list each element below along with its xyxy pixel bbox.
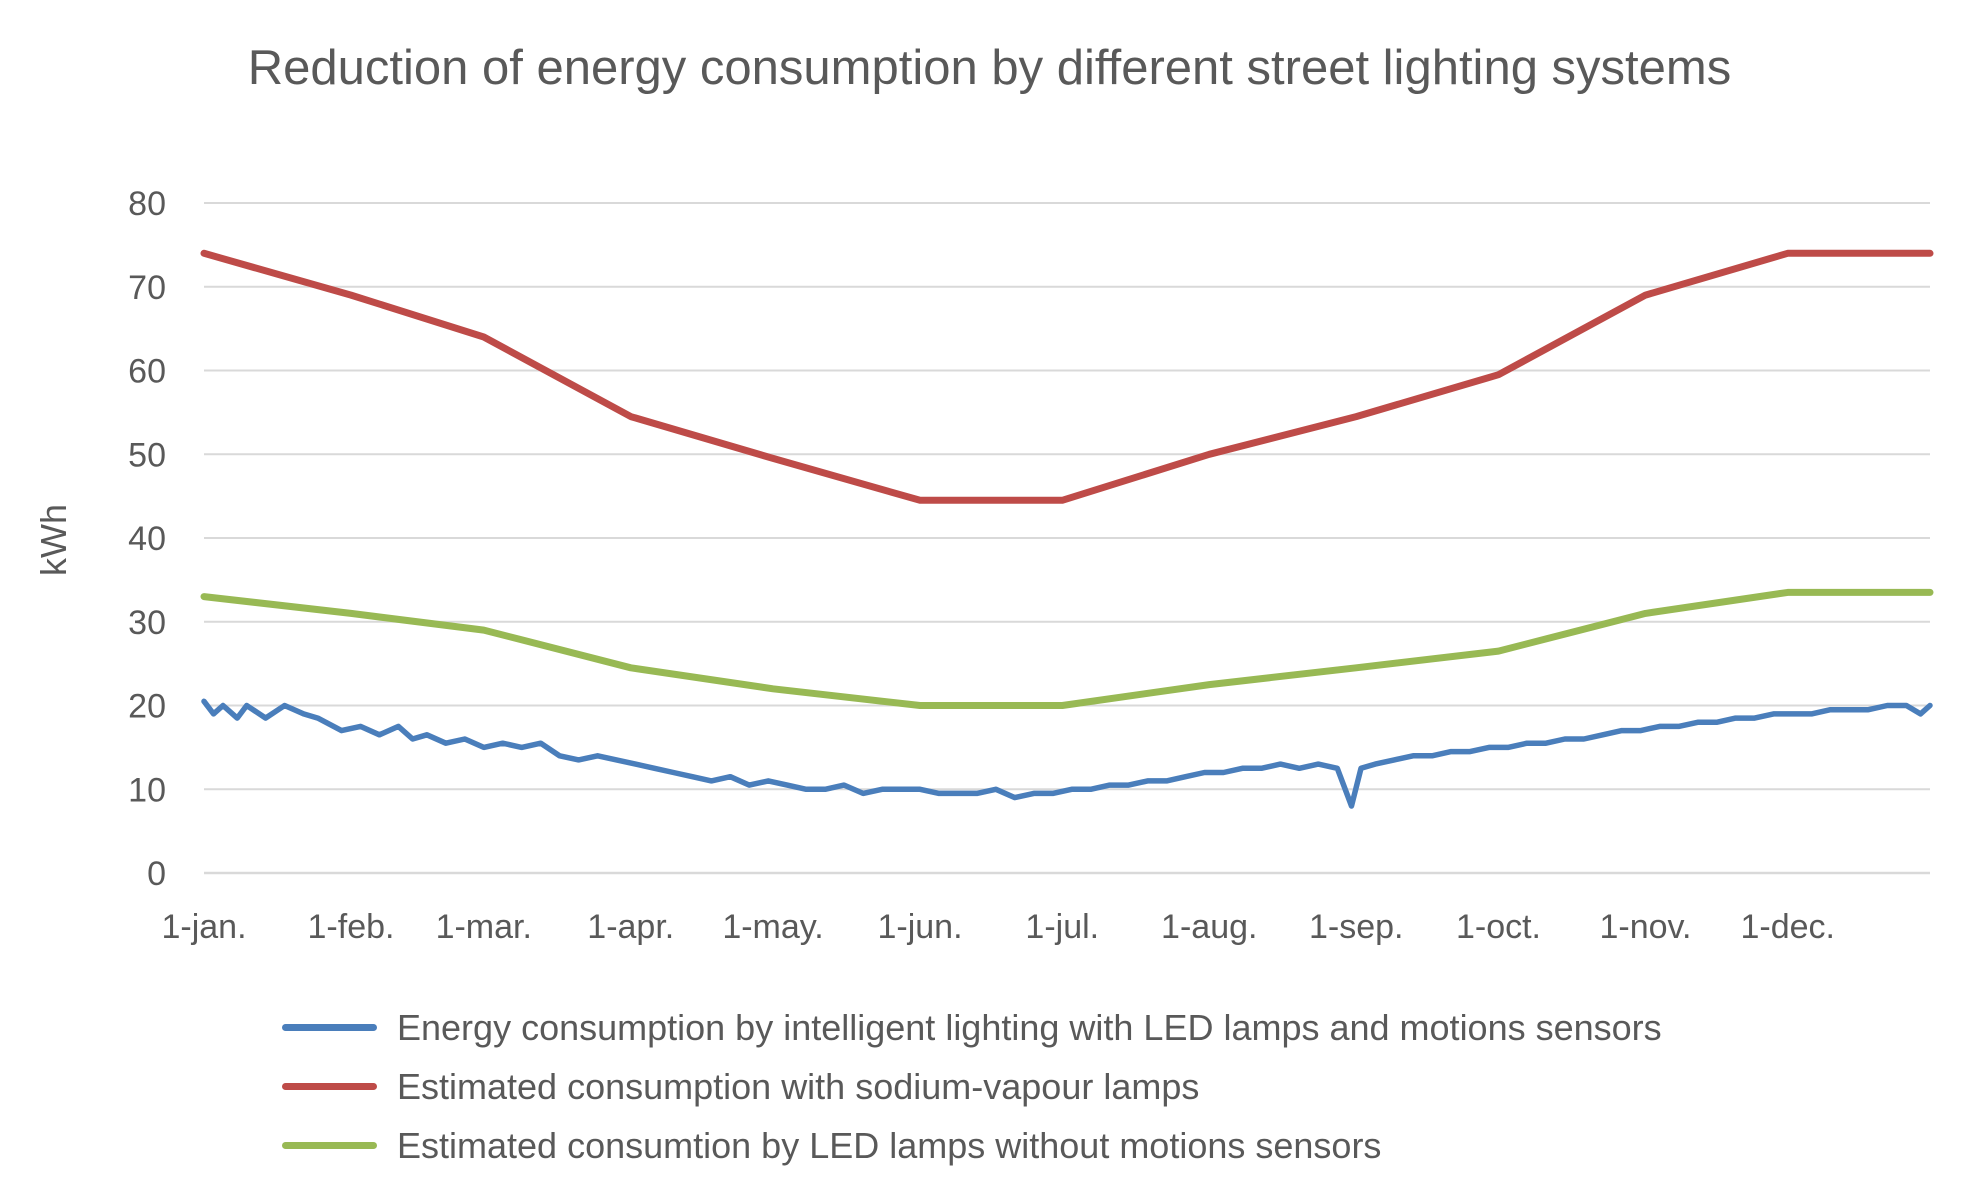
chart-title: Reduction of energy consumption by diffe… — [247, 41, 1732, 95]
x-tick-label: 1-nov. — [1600, 908, 1692, 946]
gridlines — [204, 202, 1930, 875]
legend-swatch — [282, 1083, 377, 1090]
y-tick-label: 10 — [128, 771, 166, 809]
x-tick-label: 1-jan. — [161, 908, 246, 946]
series-line-intelligent-led — [201, 698, 1933, 809]
x-tick-label: 1-sep. — [1309, 908, 1404, 946]
legend: Energy consumption by intelligent lighti… — [282, 998, 1882, 1175]
x-tick-label: 1-jul. — [1025, 908, 1099, 946]
y-tick-label: 50 — [128, 436, 166, 474]
y-tick-label: 60 — [128, 353, 166, 391]
y-tick-label: 40 — [128, 520, 166, 558]
legend-item: Estimated consumption with sodium-vapour… — [282, 1057, 1882, 1116]
y-axis-ticks: 0 10 20 30 40 50 60 70 80 — [128, 185, 166, 893]
legend-label: Estimated consumtion by LED lamps withou… — [397, 1124, 1382, 1166]
y-tick-label: 0 — [147, 855, 166, 893]
y-tick-label: 80 — [128, 185, 166, 223]
x-axis-ticks: 1-jan. 1-feb. 1-mar. 1-apr. 1-may. 1-jun. 1-ju… — [161, 908, 1835, 946]
series-line-sodium-vapour — [200, 249, 1934, 504]
x-tick-label: 1-feb. — [308, 908, 395, 946]
legend-swatch — [282, 1142, 377, 1149]
legend-item: Estimated consumtion by LED lamps withou… — [282, 1116, 1882, 1175]
x-tick-label: 1-oct. — [1456, 908, 1541, 946]
legend-label: Estimated consumption with sodium-vapour… — [397, 1065, 1200, 1107]
legend-label: Energy consumption by intelligent lighti… — [397, 1006, 1662, 1048]
x-tick-label: 1-jun. — [877, 908, 962, 946]
x-tick-label: 1-may. — [722, 908, 823, 946]
x-tick-label: 1-mar. — [436, 908, 532, 946]
legend-swatch — [282, 1024, 377, 1031]
legend-item: Energy consumption by intelligent lighti… — [282, 998, 1882, 1057]
x-tick-label: 1-dec. — [1740, 908, 1835, 946]
y-tick-label: 20 — [128, 688, 166, 726]
y-tick-label: 30 — [128, 604, 166, 642]
x-tick-label: 1-aug. — [1161, 908, 1257, 946]
y-axis-label: kWh — [33, 504, 74, 576]
series-line-led-no-sensors — [200, 588, 1934, 709]
series-lines — [200, 249, 1934, 809]
x-tick-label: 1-apr. — [587, 908, 674, 946]
y-tick-label: 70 — [128, 269, 166, 307]
